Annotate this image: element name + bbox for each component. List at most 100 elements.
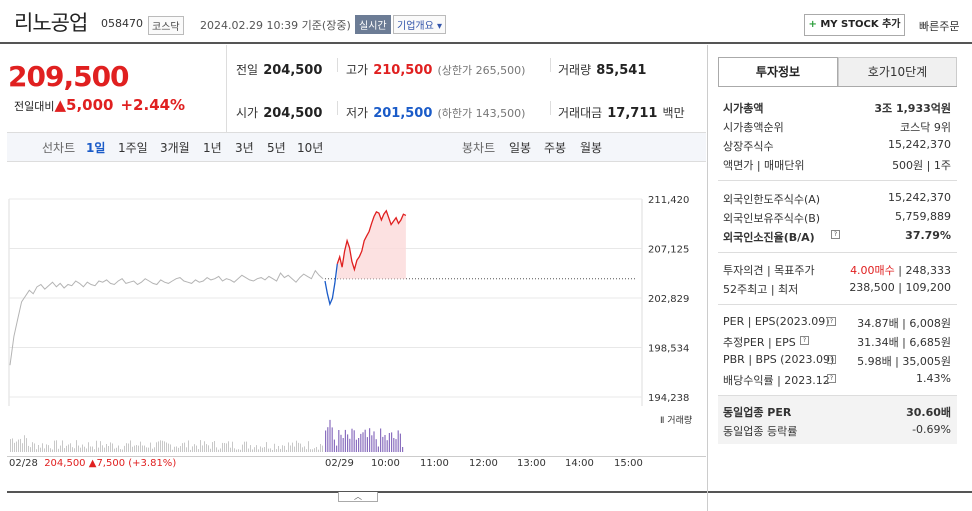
volume-bar <box>248 448 249 452</box>
sector-per-label[interactable]: 동일업종 PER <box>723 406 792 419</box>
volume-bar <box>292 442 293 452</box>
volume-bar <box>126 443 127 452</box>
price-change: 전일대비▲5,000 +2.44% <box>14 96 185 114</box>
candle-daily[interactable]: 일봉 <box>509 141 532 155</box>
volume-bar <box>386 440 388 452</box>
volume-bar <box>56 440 57 452</box>
candle-weekly[interactable]: 주봉 <box>544 141 567 155</box>
volume-bar <box>250 445 251 452</box>
volume-bar <box>162 440 163 452</box>
par-value-label: 액면가 | 매매단위 <box>723 159 805 172</box>
stock-name: 리노공업 <box>14 11 88 35</box>
plus-icon: + <box>808 19 817 30</box>
period-3m[interactable]: 3개월 <box>160 141 190 155</box>
sector-change-value: -0.69% <box>912 423 951 436</box>
volume-bar <box>104 447 105 452</box>
tab-invest-info[interactable]: 투자정보 <box>718 57 838 87</box>
foreign-limit-value: 15,242,370 <box>888 191 951 204</box>
low: 저가 201,500 (하한가 143,500) <box>346 102 525 121</box>
period-3y[interactable]: 3년 <box>235 141 254 155</box>
candle-monthly[interactable]: 월봉 <box>580 141 603 155</box>
volume-bar <box>320 443 321 452</box>
invest-panel <box>707 45 972 511</box>
volume-bar <box>128 443 129 452</box>
volume-bar <box>327 427 329 452</box>
volume-bar <box>262 447 263 452</box>
help-icon[interactable]: ? <box>800 336 809 345</box>
est-per-eps-value: 31.34배 | 6,685원 <box>857 336 951 349</box>
volume-bar <box>272 449 273 452</box>
volume-bar <box>382 436 384 452</box>
help-icon[interactable]: ? <box>831 230 840 239</box>
volume-bar <box>208 445 209 452</box>
volume-bar <box>32 442 33 452</box>
help-icon[interactable]: ? <box>827 355 836 364</box>
volume-bar <box>288 442 289 452</box>
period-bar <box>7 132 706 162</box>
volume-bar <box>140 441 141 452</box>
volume-bar <box>364 429 366 452</box>
foreign-ratio-value: 37.79% <box>905 229 951 242</box>
period-1y[interactable]: 1년 <box>203 141 222 155</box>
volume-bar <box>188 440 189 452</box>
market-cap-rank-value: 코스닥 9위 <box>900 121 951 134</box>
volume-bar <box>254 447 255 452</box>
help-icon[interactable]: ? <box>827 374 836 383</box>
volume-bar <box>286 449 287 452</box>
volume-bar <box>276 449 277 452</box>
volume-bar <box>216 447 217 452</box>
realtime-badge[interactable]: 실시간 <box>355 15 391 34</box>
volume-bar <box>106 443 107 452</box>
period-1d[interactable]: 1일 <box>86 141 106 155</box>
volume-bar <box>234 448 235 452</box>
period-1w[interactable]: 1주일 <box>118 141 148 155</box>
volume-bar <box>377 446 379 452</box>
market-cap-rank-label[interactable]: 시가총액순위 <box>723 121 784 134</box>
sector-change-label[interactable]: 동일업종 등락률 <box>723 425 798 438</box>
open: 시가 204,500 <box>236 102 322 121</box>
quick-order-link[interactable]: 빠른주문 <box>919 20 960 33</box>
company-info-dropdown[interactable]: 기업개요 ▾ <box>393 15 447 34</box>
volume-bar <box>236 449 237 452</box>
period-10y[interactable]: 10년 <box>297 141 324 155</box>
series-today-up <box>336 209 407 272</box>
high-label: 고가 <box>346 63 369 77</box>
volume-bar <box>391 432 393 452</box>
volume-bar <box>344 429 346 452</box>
volume-bar <box>152 448 153 452</box>
axis-line <box>7 456 706 457</box>
volume-bar <box>86 448 87 452</box>
volume-bar <box>342 438 344 452</box>
volume-bar <box>192 446 193 452</box>
divider <box>718 304 957 305</box>
volume-bar <box>172 449 173 452</box>
volume-bar <box>158 441 159 452</box>
volume-bar <box>399 433 401 452</box>
volume-bar <box>30 447 31 452</box>
volume-bar <box>210 448 211 452</box>
dividend-yield-label: 배당수익률 | 2023.12 <box>723 374 830 387</box>
volume-bar <box>362 432 364 452</box>
mystock-label: MY STOCK 추가 <box>820 19 901 30</box>
volume-bar <box>371 435 373 452</box>
prev-day-summary: 02/28 204,500 ▲7,500 (+3.81%) <box>9 458 176 469</box>
up-area-fill <box>337 210 406 279</box>
volume-bar <box>351 428 353 452</box>
volume-bar <box>240 449 241 452</box>
volume-bar <box>142 445 143 452</box>
volume-bar <box>204 441 205 452</box>
tab-order-book[interactable]: 호가10단계 <box>838 57 957 87</box>
volume-bar <box>50 448 51 452</box>
period-5y[interactable]: 5년 <box>267 141 286 155</box>
expand-handle[interactable]: ︿ <box>338 492 378 502</box>
prev-day-change: 7,500 <box>96 458 126 469</box>
x-tick-label: 02/28 <box>9 458 38 469</box>
chevron-up-icon: ︿ <box>354 492 362 501</box>
volume-bar <box>38 445 39 452</box>
volume-bar <box>124 445 125 452</box>
mystock-add-button[interactable]: + MY STOCK 추가 <box>804 14 905 36</box>
price-chart[interactable]: 211,420 207,125 202,829 198,534 194,238 Ⅱ 거래량 <box>7 182 706 458</box>
volume-bar <box>22 443 23 452</box>
volume-bar <box>180 446 181 452</box>
help-icon[interactable]: ? <box>827 317 836 326</box>
